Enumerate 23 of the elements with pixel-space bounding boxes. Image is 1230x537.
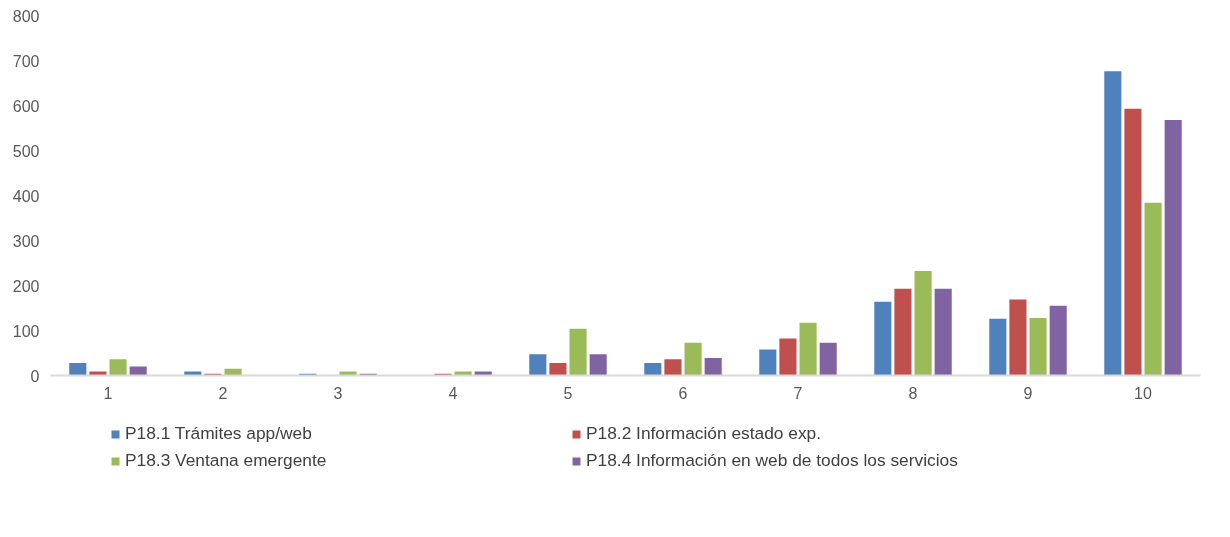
x-tick-label: 3	[333, 384, 343, 402]
x-tick-label: 6	[678, 384, 688, 402]
y-tick-label: 400	[12, 187, 40, 205]
legend-label: P18.1 Trámites app/web	[125, 423, 313, 444]
y-tick-label: 600	[12, 97, 40, 115]
x-tick-label: 10	[1134, 384, 1152, 402]
legend-label: P18.2 Información estado exp.	[586, 423, 823, 444]
x-tick-label: 4	[448, 384, 458, 402]
x-tick-label: 1	[103, 384, 113, 402]
y-tick-label: 500	[12, 142, 40, 160]
x-tick-label: 8	[908, 384, 918, 402]
y-tick-label: 700	[12, 52, 40, 70]
x-tick-label: 2	[218, 384, 228, 402]
x-tick-label: 7	[793, 384, 803, 402]
y-tick-label: 0	[30, 367, 40, 385]
y-tick-label: 800	[12, 7, 40, 25]
y-tick-label: 100	[12, 322, 40, 340]
legend-label: P18.4 Información en web de todos los servicios	[586, 450, 959, 471]
x-tick-label: 9	[1023, 384, 1033, 402]
legend-label: P18.3 Ventana emergente	[125, 450, 328, 471]
y-tick-label: 300	[12, 232, 40, 250]
y-tick-label: 200	[12, 277, 40, 295]
x-tick-label: 5	[563, 384, 573, 402]
